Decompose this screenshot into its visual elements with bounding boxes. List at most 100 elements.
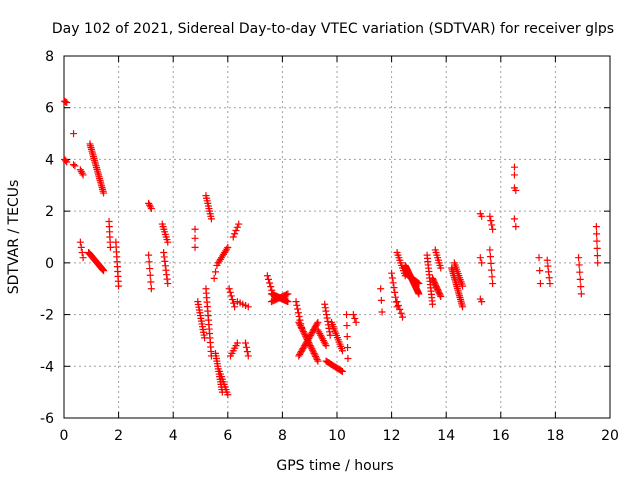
data-point: [489, 280, 497, 288]
data-point: [487, 217, 495, 225]
data-point: [146, 201, 154, 209]
data-point: [536, 267, 544, 275]
x-tick-label: 0: [60, 428, 69, 444]
data-point: [266, 279, 274, 287]
data-point: [77, 243, 85, 251]
data-point: [326, 328, 334, 336]
data-point: [429, 300, 437, 308]
data-points: [61, 97, 602, 399]
data-point: [223, 245, 231, 253]
data-point: [312, 352, 320, 360]
data-point: [510, 171, 518, 179]
y-axis-label: SDTVAR / TECUs: [6, 180, 22, 295]
data-point: [232, 227, 240, 235]
data-point: [393, 298, 401, 306]
data-point: [263, 272, 271, 280]
data-point: [390, 284, 398, 292]
x-tick-label: 4: [169, 428, 178, 444]
data-point: [210, 274, 218, 282]
data-point: [299, 328, 307, 336]
data-point: [512, 186, 520, 194]
data-point: [344, 344, 352, 352]
data-point: [322, 307, 330, 315]
data-point: [344, 355, 352, 363]
y-tick-label: 2: [45, 204, 54, 220]
data-point: [576, 275, 584, 283]
data-point: [593, 237, 601, 245]
data-point: [145, 251, 153, 259]
data-point: [309, 348, 317, 356]
data-point: [489, 225, 497, 233]
data-point: [231, 303, 239, 311]
data-point: [242, 343, 250, 351]
x-tick-label: 8: [278, 428, 287, 444]
data-point: [296, 320, 304, 328]
data-point: [594, 259, 602, 267]
data-point: [536, 280, 544, 288]
data-point: [592, 223, 600, 231]
data-point: [459, 282, 467, 290]
data-point: [459, 303, 467, 311]
data-point: [78, 249, 86, 257]
y-tick-label: -6: [40, 411, 54, 427]
data-point: [145, 258, 153, 266]
data-point: [326, 331, 334, 339]
data-point: [437, 292, 445, 300]
data-point: [100, 267, 108, 275]
data-point: [388, 269, 396, 277]
data-point: [63, 158, 71, 166]
data-point: [323, 311, 331, 319]
data-point: [233, 223, 241, 231]
data-point: [349, 311, 357, 319]
y-tick-label: -2: [40, 308, 54, 324]
data-point: [146, 203, 154, 211]
data-point: [294, 305, 302, 313]
data-point: [478, 259, 486, 267]
data-point: [343, 311, 351, 319]
x-tick-label: 10: [328, 428, 346, 444]
data-point: [311, 351, 319, 359]
y-tick-label: 0: [45, 256, 54, 272]
data-point: [76, 238, 84, 246]
x-tick-label: 2: [114, 428, 123, 444]
data-point: [488, 221, 496, 229]
y-tick-label: 8: [45, 49, 54, 65]
y-tick-label: 4: [45, 152, 54, 168]
data-point: [478, 298, 486, 306]
data-point: [226, 288, 234, 296]
data-point: [147, 205, 155, 213]
data-point: [294, 309, 302, 317]
data-point: [593, 230, 601, 238]
data-point: [207, 215, 215, 223]
data-point: [321, 340, 329, 348]
data-point: [235, 220, 243, 228]
y-tick-label: -4: [40, 359, 54, 375]
data-point: [284, 298, 292, 306]
data-point: [343, 322, 351, 330]
data-point: [388, 274, 396, 282]
data-point: [299, 326, 307, 334]
data-point: [313, 320, 321, 328]
data-point: [147, 285, 155, 293]
data-point: [230, 299, 238, 307]
data-point: [146, 265, 154, 273]
data-point: [575, 254, 583, 262]
data-point: [79, 171, 87, 179]
data-point: [546, 280, 554, 288]
data-point: [478, 212, 486, 220]
data-point: [593, 244, 601, 252]
data-point: [191, 234, 199, 242]
data-point: [242, 339, 250, 347]
data-point: [399, 313, 407, 321]
data-point: [544, 262, 552, 270]
data-point: [413, 278, 421, 286]
data-point: [575, 261, 583, 269]
data-point: [535, 254, 543, 262]
data-point: [212, 268, 220, 276]
data-point: [321, 304, 329, 312]
data-point: [338, 367, 346, 375]
data-point: [164, 238, 172, 246]
data-point: [309, 346, 317, 354]
data-point: [79, 254, 87, 262]
data-point: [392, 293, 399, 301]
